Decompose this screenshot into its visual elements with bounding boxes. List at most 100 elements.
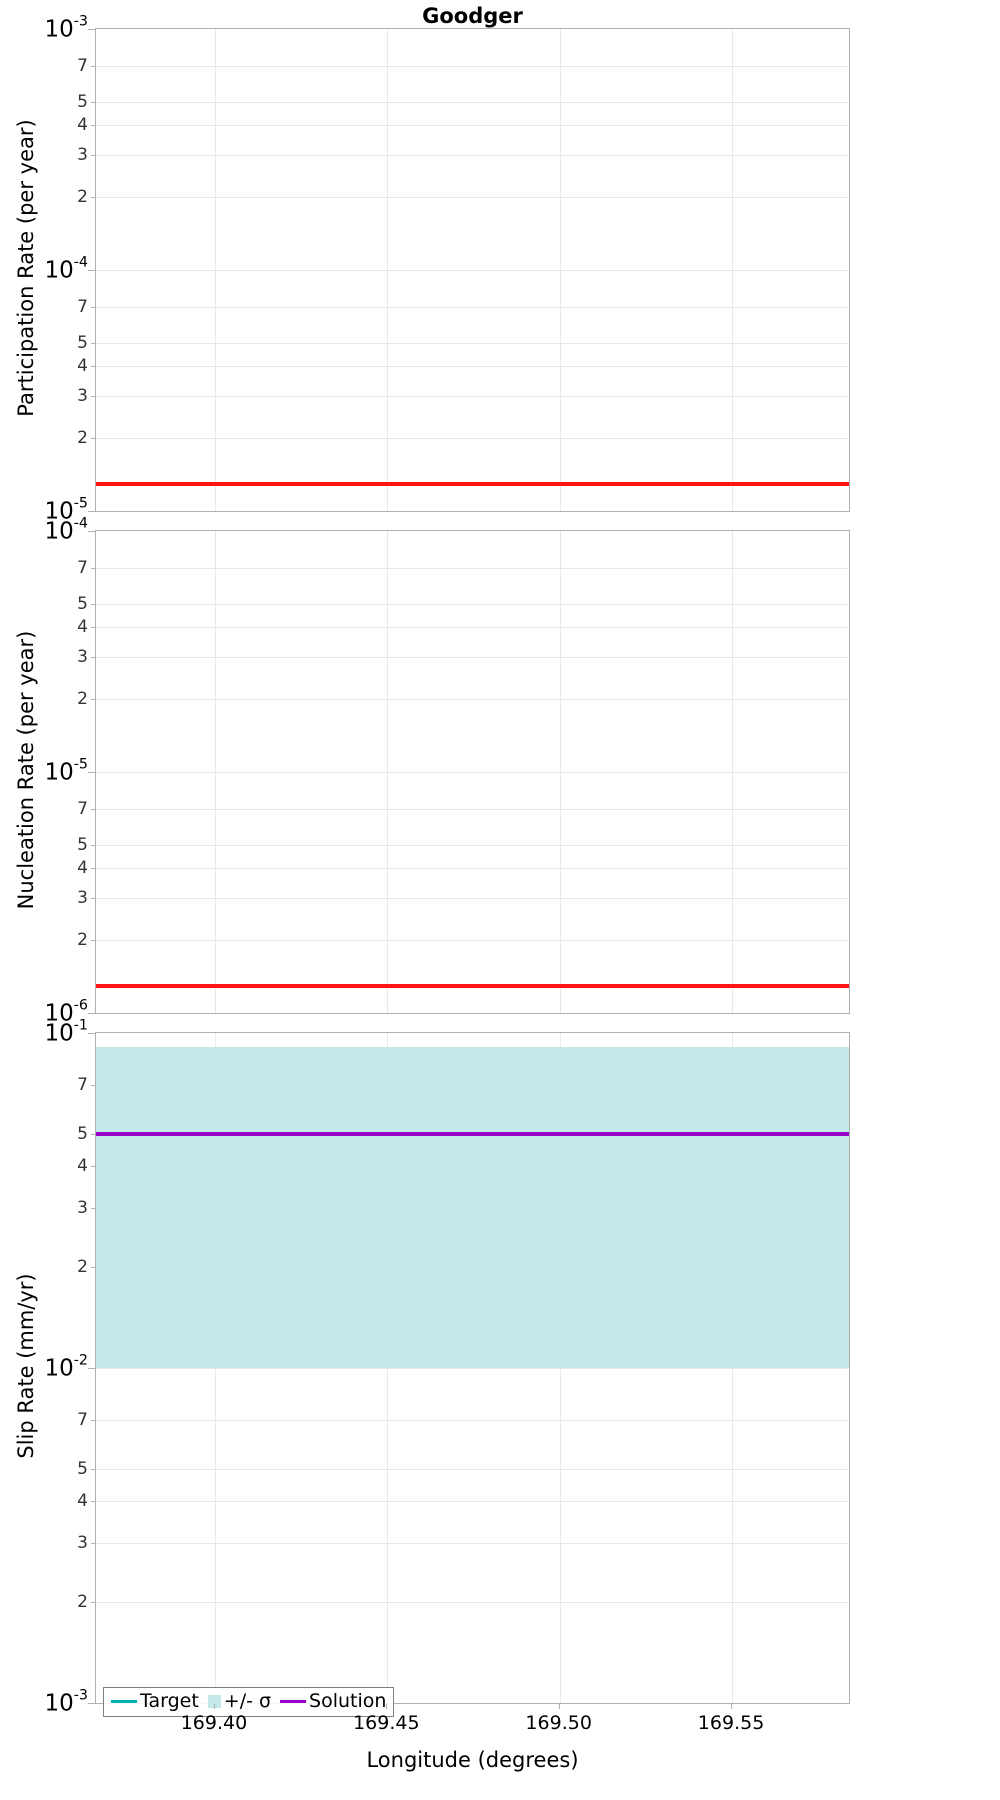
y-tick-mark-major <box>88 1368 95 1369</box>
y-tick-mark-minor <box>91 657 95 658</box>
y-tick-label-major: 10-3 <box>44 13 89 43</box>
y-tick-label-minor: 7 <box>77 56 88 77</box>
gridline-horizontal <box>96 603 849 605</box>
gridline-vertical <box>732 531 734 1013</box>
y-tick-label-minor: 4 <box>77 114 88 135</box>
y-tick-mark-major <box>88 1033 95 1034</box>
legend-entry[interactable]: +/- σ <box>207 1690 272 1712</box>
y-tick-label-minor: 2 <box>77 428 88 449</box>
x-tick-label: 169.45 <box>353 1712 420 1734</box>
legend-label: +/- σ <box>223 1690 272 1712</box>
legend-panel-3[interactable]: Target +/- σ Solution <box>103 1687 395 1717</box>
y-tick-mark-minor <box>91 155 95 156</box>
y-tick-mark-minor <box>91 626 95 628</box>
y-tick-label-minor: 4 <box>77 1491 88 1512</box>
x-tick-mark <box>558 1704 560 1709</box>
y-tick-label-minor: 7 <box>77 799 88 820</box>
gridline-vertical <box>387 531 389 1013</box>
y-tick-mark-minor <box>91 124 95 126</box>
x-tick-label: 169.55 <box>697 1712 765 1734</box>
gridline-vertical <box>732 1033 734 1703</box>
y-tick-label-major: 10-1 <box>44 1017 89 1047</box>
gridline-horizontal <box>96 1419 849 1421</box>
y-tick-label-minor: 5 <box>77 1123 88 1144</box>
y-tick-label-minor: 7 <box>77 558 88 579</box>
y-tick-label-minor: 7 <box>77 297 88 318</box>
y-tick-mark-minor <box>91 1501 95 1503</box>
gridline-horizontal <box>96 772 849 773</box>
x-tick-mark <box>386 1704 388 1709</box>
gridline-horizontal <box>96 438 849 440</box>
y-tick-mark-minor <box>91 197 95 199</box>
gridline-vertical <box>387 1033 389 1703</box>
figure-title: Goodger <box>422 4 523 28</box>
gridline-horizontal <box>96 867 849 869</box>
y-tick-label-minor: 3 <box>77 145 88 165</box>
gridline-vertical <box>214 1033 216 1703</box>
y-tick-label-major: 10-2 <box>44 1352 89 1382</box>
y-tick-mark-minor <box>91 867 95 869</box>
y-tick-mark-major <box>88 531 95 532</box>
y-axis-label-participation-rate: Participation Rate (per year) <box>14 119 38 417</box>
x-axis-label: Longitude (degrees) <box>366 1748 579 1772</box>
y-tick-mark-minor <box>91 1267 95 1269</box>
y-tick-mark-minor <box>91 699 95 701</box>
legend-entry[interactable]: Target <box>111 1692 199 1711</box>
y-tick-label-minor: 5 <box>77 332 88 353</box>
y-tick-mark-minor <box>91 1543 95 1545</box>
y-tick-mark-minor <box>91 1166 95 1168</box>
y-tick-label-major: 10-3 <box>44 1687 89 1717</box>
y-axis-label-nucleation-rate: Nucleation Rate (per year) <box>14 630 38 910</box>
y-tick-label-minor: 7 <box>77 1409 88 1430</box>
gridline-horizontal <box>96 699 849 701</box>
panel-participation-rate <box>95 28 850 512</box>
gridline-vertical <box>559 29 561 511</box>
legend-line-icon <box>280 1700 307 1703</box>
y-tick-mark-major <box>88 270 95 271</box>
y-tick-mark-minor <box>91 1419 95 1421</box>
y-tick-mark-minor <box>91 603 95 605</box>
series-band-sigma <box>96 1046 849 1368</box>
legend-entry[interactable]: Solution <box>280 1692 386 1711</box>
y-tick-mark-minor <box>91 396 95 397</box>
y-tick-mark-major <box>88 1013 95 1014</box>
gridline-horizontal <box>96 365 849 367</box>
gridline-vertical <box>214 531 216 1013</box>
y-tick-mark-major <box>88 1703 95 1704</box>
y-tick-mark-minor <box>91 66 95 68</box>
y-tick-mark-minor <box>91 365 95 367</box>
y-tick-label-minor: 3 <box>77 888 88 908</box>
y-tick-mark-minor <box>91 809 95 811</box>
y-tick-label-minor: 2 <box>77 930 88 951</box>
y-tick-mark-minor <box>91 1208 95 1210</box>
gridline-horizontal <box>96 1602 849 1604</box>
y-tick-label-minor: 5 <box>77 593 88 614</box>
legend-patch-icon <box>207 1695 221 1708</box>
y-tick-label-minor: 5 <box>77 834 88 855</box>
gridline-vertical <box>559 531 561 1013</box>
gridline-horizontal <box>96 1501 849 1503</box>
gridline-horizontal <box>96 898 849 899</box>
gridline-horizontal <box>96 124 849 126</box>
gridline-horizontal <box>96 342 849 344</box>
x-tick-mark <box>731 1704 733 1709</box>
gridline-horizontal <box>96 1368 849 1369</box>
x-tick-mark <box>213 1704 215 1709</box>
y-tick-label-minor: 4 <box>77 616 88 637</box>
gridline-horizontal <box>96 809 849 811</box>
y-tick-label-minor: 2 <box>77 689 88 710</box>
y-tick-label-minor: 4 <box>77 857 88 878</box>
gridline-horizontal <box>96 657 849 658</box>
y-tick-mark-major <box>88 29 95 30</box>
gridline-horizontal <box>96 101 849 103</box>
y-tick-mark-minor <box>91 307 95 309</box>
gridline-horizontal <box>96 197 849 199</box>
y-tick-mark-minor <box>91 568 95 570</box>
gridline-horizontal <box>96 844 849 846</box>
x-tick-label: 169.40 <box>180 1712 248 1734</box>
y-tick-label-minor: 3 <box>77 1198 88 1219</box>
gridline-horizontal <box>96 568 849 570</box>
y-tick-mark-minor <box>91 1468 95 1470</box>
y-axis-label-slip-rate: Slip Rate (mm/yr) <box>14 1273 38 1459</box>
